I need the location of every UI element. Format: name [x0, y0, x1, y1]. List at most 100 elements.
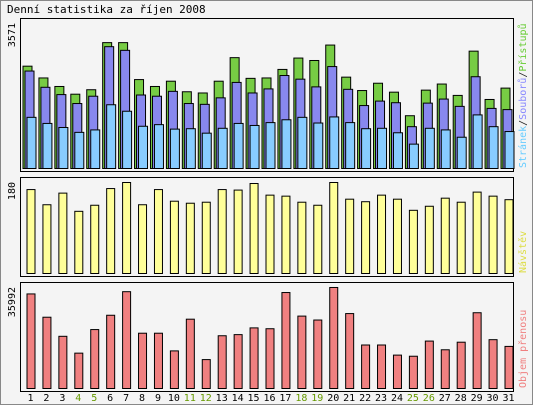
bar-hits-str-nek-7 — [122, 110, 133, 169]
legend-hits: Stránek/Souborů/Přístupů — [517, 23, 529, 168]
bar-visits-n-v-t-v-26 — [424, 205, 434, 274]
bar-visits-n-v-t-v-25 — [408, 209, 418, 274]
bar-traffic-objem-p-enosu-23 — [377, 344, 387, 389]
bar-hits-str-nek-31 — [504, 131, 515, 169]
x-tick-label-27: 27 — [439, 393, 451, 404]
bar-visits-n-v-t-v-3 — [58, 192, 68, 274]
x-tick-label-26: 26 — [423, 393, 435, 404]
bar-traffic-objem-p-enosu-9 — [153, 332, 163, 389]
x-tick-label-21: 21 — [343, 393, 355, 404]
bar-traffic-objem-p-enosu-7 — [122, 291, 132, 390]
x-tick-label-4: 4 — [75, 393, 81, 404]
bar-visits-n-v-t-v-18 — [297, 201, 307, 274]
bar-hits-str-nek-18 — [297, 116, 308, 169]
bar-hits-str-nek-1 — [26, 116, 37, 169]
x-tick-label-6: 6 — [107, 393, 113, 404]
chart-title: Denní statistika za říjen 2008 — [7, 3, 206, 16]
bar-traffic-objem-p-enosu-12 — [201, 359, 211, 389]
bar-visits-n-v-t-v-30 — [488, 195, 498, 274]
series-hits-2 — [26, 104, 515, 170]
bar-visits-n-v-t-v-5 — [90, 204, 100, 274]
bar-visits-n-v-t-v-28 — [456, 201, 466, 274]
bar-traffic-objem-p-enosu-4 — [74, 352, 84, 390]
x-tick-label-13: 13 — [216, 393, 228, 404]
bar-visits-n-v-t-v-12 — [201, 201, 211, 274]
bar-visits-n-v-t-v-20 — [329, 182, 339, 274]
bar-hits-str-nek-2 — [42, 122, 53, 169]
panel-visits: 180 Návštěv — [7, 177, 529, 277]
bar-traffic-objem-p-enosu-1 — [26, 293, 36, 389]
bar-hits-str-nek-20 — [329, 116, 340, 169]
legend-part-hits-1: / — [518, 120, 529, 126]
bar-hits-str-nek-15 — [249, 124, 260, 169]
bar-hits-str-nek-5 — [90, 129, 101, 169]
x-tick-label-10: 10 — [168, 393, 180, 404]
bar-traffic-objem-p-enosu-25 — [408, 355, 418, 390]
x-tick-label-20: 20 — [327, 393, 339, 404]
bar-visits-n-v-t-v-13 — [217, 189, 227, 274]
bar-traffic-objem-p-enosu-27 — [440, 349, 450, 389]
bar-hits-str-nek-12 — [201, 132, 212, 170]
bar-visits-n-v-t-v-27 — [440, 197, 450, 274]
bar-traffic-objem-p-enosu-29 — [472, 312, 482, 389]
bar-hits-str-nek-29 — [472, 114, 483, 169]
legend-traffic: Objem přenosu — [517, 310, 529, 388]
legend-part-hits-0: Stránek — [517, 126, 529, 168]
bar-traffic-objem-p-enosu-8 — [138, 332, 148, 389]
bar-hits-str-nek-9 — [153, 124, 164, 169]
x-tick-label-28: 28 — [455, 393, 467, 404]
bar-visits-n-v-t-v-29 — [472, 191, 482, 275]
bar-traffic-objem-p-enosu-2 — [42, 316, 52, 389]
bar-traffic-objem-p-enosu-20 — [329, 286, 339, 389]
bar-traffic-objem-p-enosu-10 — [169, 350, 179, 389]
bar-traffic-objem-p-enosu-11 — [185, 318, 195, 389]
x-tick-label-19: 19 — [311, 393, 323, 404]
bar-hits-str-nek-30 — [488, 126, 499, 169]
x-tick-label-16: 16 — [263, 393, 275, 404]
bar-hits-str-nek-6 — [106, 104, 117, 169]
bar-hits-str-nek-3 — [58, 126, 69, 170]
bar-visits-n-v-t-v-10 — [169, 200, 179, 274]
bar-traffic-objem-p-enosu-15 — [249, 327, 259, 390]
x-axis-labels: 1 2 3 4 5 6 7 8 9 10 11 12 13 14 15 16 17 18 19 20 21 22 23 24 2… — [27, 393, 514, 404]
panel-traffic: 35992 Objem přenosu — [7, 282, 529, 392]
legend-part-visits-0: Návštěv — [517, 231, 529, 273]
x-tick-label-15: 15 — [248, 393, 260, 404]
x-tick-label-9: 9 — [155, 393, 161, 404]
x-tick-label-29: 29 — [471, 393, 483, 404]
bar-visits-n-v-t-v-2 — [42, 204, 52, 274]
x-tick-label-23: 23 — [375, 393, 387, 404]
x-tick-label-8: 8 — [139, 393, 145, 404]
bar-traffic-objem-p-enosu-19 — [313, 319, 323, 390]
legend-visits: Návštěv — [517, 231, 529, 273]
bar-visits-n-v-t-v-16 — [265, 194, 275, 274]
bar-traffic-objem-p-enosu-22 — [361, 344, 371, 389]
x-tick-label-25: 25 — [407, 393, 419, 404]
bar-traffic-objem-p-enosu-24 — [392, 354, 402, 390]
bar-visits-n-v-t-v-23 — [377, 194, 387, 274]
bar-traffic-objem-p-enosu-16 — [265, 328, 275, 390]
y-max-label-visits: 180 — [7, 182, 18, 200]
legend-part-hits-2: Souborů — [517, 78, 529, 120]
x-tick-label-31: 31 — [502, 393, 514, 404]
bar-hits-str-nek-22 — [361, 128, 372, 170]
bar-traffic-objem-p-enosu-5 — [90, 329, 100, 390]
x-tick-label-7: 7 — [123, 393, 129, 404]
x-tick-label-24: 24 — [391, 393, 403, 404]
x-tick-label-17: 17 — [279, 393, 291, 404]
bar-traffic-objem-p-enosu-13 — [217, 335, 227, 390]
bar-hits-str-nek-23 — [377, 127, 388, 169]
bar-hits-str-nek-27 — [440, 129, 451, 169]
x-tick-label-18: 18 — [295, 393, 307, 404]
bar-traffic-objem-p-enosu-17 — [281, 292, 291, 390]
bar-visits-n-v-t-v-14 — [233, 189, 243, 274]
panels-layer: 3571Stránek/Souborů/Přístupů180Návštěv35… — [7, 18, 529, 392]
bar-visits-n-v-t-v-22 — [361, 201, 371, 274]
bar-visits-n-v-t-v-31 — [504, 199, 514, 274]
bar-visits-n-v-t-v-1 — [26, 189, 36, 274]
bar-visits-n-v-t-v-11 — [185, 202, 195, 275]
bar-hits-str-nek-8 — [138, 125, 149, 170]
legend-part-traffic-0: Objem přenosu — [517, 310, 529, 388]
